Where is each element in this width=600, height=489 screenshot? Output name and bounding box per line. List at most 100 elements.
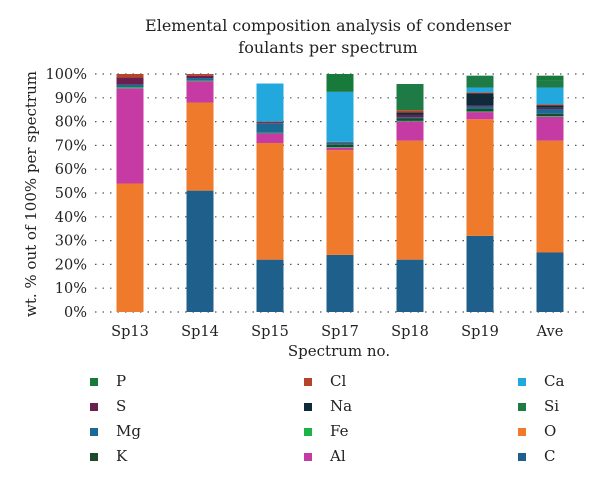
- x-tick-label-sp18: Sp18: [391, 324, 429, 340]
- legend: P Cl Ca S Na Si Mg Fe O K Al C: [90, 372, 564, 465]
- bar-segment-sp17-mg: [326, 142, 354, 145]
- bar-segment-sp19-k: [466, 108, 494, 112]
- y-tick-label: 40%: [55, 210, 87, 226]
- x-tick-label-sp19: Sp19: [461, 324, 499, 340]
- bar-segment-sp19-mg: [466, 106, 494, 109]
- legend-swatch-si: [518, 403, 526, 411]
- legend-swatch-c: [518, 453, 526, 461]
- legend-label-p: P: [116, 372, 126, 390]
- x-tick-label-sp17: Sp17: [321, 324, 359, 340]
- y-tick-label: 100%: [46, 67, 87, 83]
- legend-item-fe: Fe: [304, 422, 349, 440]
- y-tick-label: 20%: [55, 257, 87, 273]
- x-tick-labels: Sp13 Sp14 Sp15 Sp17 Sp18 Sp19 Ave: [111, 324, 563, 340]
- bar-segment-sp13-s: [116, 77, 144, 85]
- bar-segment-sp15-ca: [256, 83, 284, 122]
- legend-item-o: O: [518, 422, 556, 440]
- legend-item-c: C: [518, 447, 555, 465]
- bar-segment-sp19-fe: [466, 111, 494, 113]
- bar-segment-sp13-cl: [116, 74, 144, 78]
- y-tick-label: 10%: [55, 281, 87, 297]
- bar-segment-sp17-ca: [326, 91, 354, 142]
- y-tick-label: 60%: [55, 162, 87, 178]
- bar-segment-sp13-fe: [116, 87, 144, 89]
- bar-segment-ave-al: [536, 116, 564, 141]
- bar-segment-sp13-mg: [116, 84, 144, 88]
- bar-segment-sp19-ca: [466, 87, 494, 93]
- chart-title-line-1: Elemental composition analysis of conden…: [145, 16, 511, 35]
- bar-segment-sp15-mg: [256, 123, 284, 133]
- bar-segment-sp18-k: [396, 118, 424, 121]
- bar-segment-sp19-o: [466, 119, 494, 236]
- y-tick-label: 50%: [55, 186, 87, 202]
- bars: [116, 74, 564, 312]
- bar-segment-ave-c: [536, 252, 564, 312]
- bar-segment-sp18-mg: [396, 117, 424, 119]
- bar-segment-sp13-o: [116, 183, 144, 312]
- bar-segment-sp17-o: [326, 150, 354, 255]
- y-tick-label: 70%: [55, 138, 87, 154]
- legend-label-fe: Fe: [330, 422, 349, 440]
- bar-segment-ave-p: [536, 75, 564, 81]
- bar-segment-sp14-c: [186, 190, 214, 312]
- legend-swatch-al: [304, 453, 312, 461]
- bar-segment-ave-na: [536, 105, 564, 108]
- bar-segment-sp14-cl: [186, 74, 214, 76]
- legend-swatch-o: [518, 428, 526, 436]
- legend-swatch-cl: [304, 378, 312, 386]
- bar-segment-sp19-na: [466, 93, 494, 106]
- legend-label-cl: Cl: [330, 372, 346, 390]
- legend-label-s: S: [116, 397, 126, 415]
- bar-segment-sp14-s: [186, 75, 214, 79]
- legend-label-k: K: [116, 447, 128, 465]
- legend-label-si: Si: [544, 397, 559, 415]
- chart-title-line-2: foulants per spectrum: [238, 38, 417, 57]
- bar-segment-sp19-s: [466, 105, 494, 107]
- bar-segment-sp18-cl: [396, 110, 424, 113]
- bar-segment-sp18-o: [396, 140, 424, 260]
- legend-label-c: C: [544, 447, 555, 465]
- bar-segment-sp14-mg: [186, 78, 214, 81]
- legend-swatch-p: [90, 378, 98, 386]
- bar-segment-sp14-fe: [186, 80, 214, 82]
- bar-segment-ave-o: [536, 140, 564, 253]
- y-tick-label: 80%: [55, 115, 87, 131]
- y-tick-label: 0%: [64, 305, 87, 321]
- x-tick-label-sp14: Sp14: [181, 324, 219, 340]
- legend-label-ca: Ca: [544, 372, 564, 390]
- y-tick-labels: 0% 10% 20% 30% 40% 50% 60% 70% 80% 90% 100%: [46, 67, 87, 321]
- bar-segment-sp15-o: [256, 143, 284, 260]
- bar-segment-sp19-al: [466, 112, 494, 120]
- legend-item-ca: Ca: [518, 372, 564, 390]
- legend-label-mg: Mg: [116, 422, 141, 440]
- bar-segment-ave-k: [536, 113, 564, 117]
- bar-segment-sp17-fe: [326, 147, 354, 148]
- legend-item-na: Na: [304, 397, 352, 415]
- bar-segment-sp13-al: [116, 88, 144, 184]
- bar-segment-sp15-fe: [256, 132, 284, 134]
- legend-item-al: Al: [304, 447, 346, 465]
- bar-segment-sp19-cl: [466, 92, 494, 94]
- legend-swatch-na: [304, 403, 312, 411]
- bar-segment-sp17-k: [326, 144, 354, 148]
- bar-segment-sp14-al: [186, 81, 214, 103]
- legend-swatch-mg: [90, 428, 98, 436]
- legend-swatch-fe: [304, 428, 312, 436]
- bar-segment-sp18-fe: [396, 120, 424, 122]
- x-tick-label-sp15: Sp15: [251, 324, 289, 340]
- legend-label-o: O: [544, 422, 556, 440]
- bar-segment-ave-si: [536, 80, 564, 88]
- bar-segment-sp17-al: [326, 147, 354, 151]
- bar-segment-sp15-c: [256, 259, 284, 312]
- legend-label-na: Na: [330, 397, 352, 415]
- bar-segment-sp15-s: [256, 122, 284, 124]
- bar-segment-sp15-al: [256, 133, 284, 144]
- bar-segment-sp19-si: [466, 75, 494, 88]
- chart-title: Elemental composition analysis of conden…: [145, 16, 511, 57]
- bar-segment-sp18-s: [396, 114, 424, 118]
- legend-item-p: P: [90, 372, 126, 390]
- bar-segment-sp18-c: [396, 259, 424, 312]
- x-tick-label-sp13: Sp13: [111, 324, 149, 340]
- bar-segment-sp15-cl: [256, 121, 284, 123]
